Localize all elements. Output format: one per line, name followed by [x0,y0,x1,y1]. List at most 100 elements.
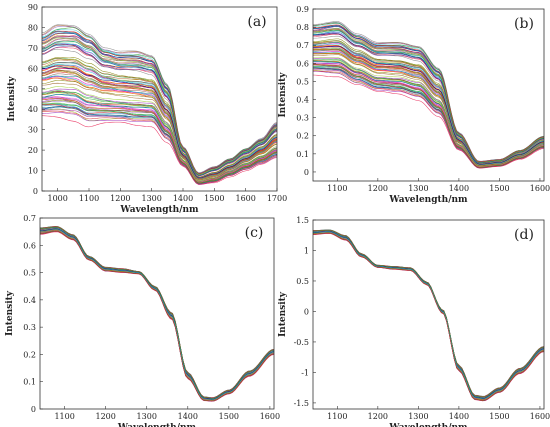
series-line [40,227,274,399]
series-line [313,232,544,401]
series-line [313,230,544,398]
series-line [40,226,274,399]
y-tick-label: 20 [28,146,38,155]
plot-frame [39,217,275,410]
series-line [40,230,274,402]
series-line [40,228,274,400]
series-line [313,230,544,399]
series-line [313,230,544,398]
x-tick-label: 1600 [530,184,550,193]
series-line [40,229,274,400]
y-tick-label: 40 [28,105,38,114]
series-line [313,232,544,401]
series-line [313,22,544,162]
series-line [313,230,544,398]
x-tick-label: 1300 [137,412,157,421]
y-tick-label: 0.2 [23,350,36,359]
series-line [40,226,274,398]
series-line [313,231,544,400]
x-axis-label: Wavelength/nm [388,195,468,205]
series-line [40,230,274,402]
series-line [40,228,274,400]
series-line [313,231,544,400]
series-line [40,229,274,401]
x-axis-label: Wavelength/nm [117,423,197,427]
y-tick-label: 0.2 [296,132,309,141]
series-line [313,231,544,400]
series-line [42,31,277,175]
series-line [40,227,274,399]
y-tick-label: 0.9 [296,5,309,14]
series-line [313,232,544,401]
series-line [313,229,544,397]
x-tick-label: 1200 [96,412,116,421]
series-line [40,228,274,400]
series-line [313,231,544,400]
series-line [40,227,274,400]
series-line [313,231,544,399]
y-tick-label: -0.5 [294,338,309,347]
x-tick-label: 1400 [449,184,469,193]
series-line [40,230,274,402]
series-line [313,232,544,401]
y-tick-label: 0.3 [23,323,36,332]
series-line [313,231,544,399]
series-line [40,228,274,400]
series-line [313,29,544,163]
series-line [313,230,544,398]
series-line [40,226,274,399]
series-line [313,230,544,398]
series-line [42,75,277,180]
series-line [40,227,274,400]
series-line [42,96,277,183]
panel-d: 1100 1200 1300 1400 1500 1600 -1.5 -1 -0.5 0 0.5 1 1… [278,216,550,427]
series-line [313,51,544,166]
plot-frame [312,8,545,182]
x-tick-label: 1400 [449,412,469,421]
y-tick-label: 0.5 [296,77,309,86]
series-line [40,228,274,400]
x-tick-label: 1600 [235,194,255,203]
series-line [313,229,544,397]
series-line [313,33,544,164]
series-line [40,228,274,400]
series-line [42,48,277,177]
y-tick-label: -1 [301,368,309,377]
series-line [313,231,544,399]
series-line [42,41,277,176]
series-line [313,232,544,400]
series-line [40,228,274,400]
series-line [40,226,274,399]
series-line [42,69,277,179]
x-tick-label: 1100 [327,412,347,421]
series-line [313,230,544,399]
panel-a: 1000 1100 1200 1300 1400 1500 1600 1700 0 10 20 30 4… [7,3,287,215]
series-line [313,230,544,399]
series-line [40,230,274,401]
y-tick-label: 0.5 [23,269,36,278]
series-line [42,27,277,174]
series-line [313,230,544,398]
series-line [313,232,544,401]
series-line [40,229,274,400]
series-line [40,229,274,401]
series-line [40,228,274,400]
series-line [313,230,544,398]
series-line [313,231,544,400]
series-line [40,228,274,400]
series-line [313,60,544,167]
x-tick-label: 1700 [267,194,287,203]
series-line [40,228,274,400]
y-axis-label: Intensity [278,72,288,118]
spectra-lines [313,229,544,402]
series-line [40,227,274,400]
x-tick-label: 1000 [47,194,67,203]
panel-b: 1100 1200 1300 1400 1500 1600 0 0.1 0.2 0.3 0.4 0.5… [278,5,550,205]
series-line [42,57,277,178]
series-line [40,228,274,400]
series-line [313,231,544,399]
series-line [40,228,274,400]
series-line [42,30,277,174]
series-line [40,230,274,401]
